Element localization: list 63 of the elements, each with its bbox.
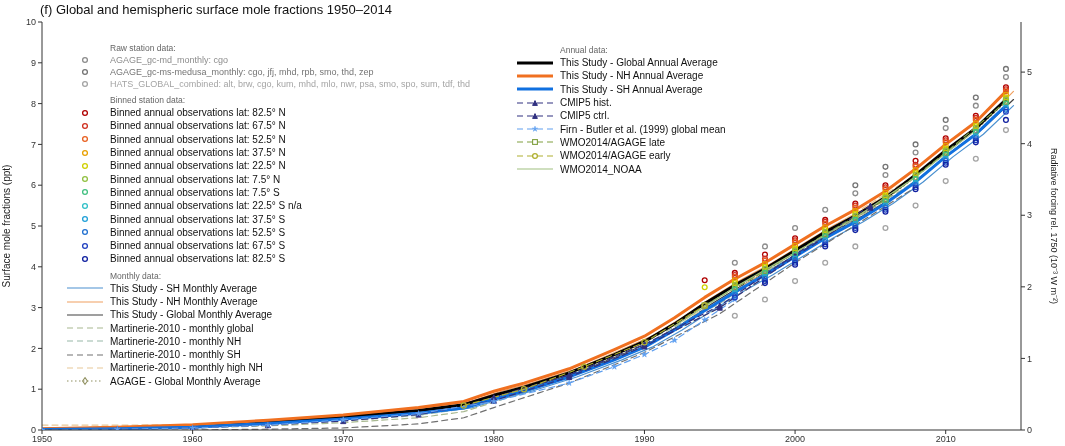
annotation: Binned station data: <box>110 94 187 106</box>
x-tick-label: 1980 <box>483 434 504 445</box>
legend-label: This Study - Global Annual Average <box>560 57 718 69</box>
legend-label: Binned annual observations lat: 52.5° N <box>110 133 286 145</box>
y2-tick-label: 5 <box>1027 67 1033 78</box>
legend-label: WMO2014_NOAA <box>560 163 642 175</box>
legend-label: Binned annual observations lat: 22.5° N <box>110 160 286 172</box>
y-tick-label: 8 <box>30 98 36 109</box>
y-tick-label: 0 <box>30 425 36 436</box>
y2-tick-label: 3 <box>1027 210 1033 221</box>
legend-label: Binned annual observations lat: 7.5° S <box>110 186 280 198</box>
y-tick-label: 10 <box>25 17 36 28</box>
x-tick-label: 2000 <box>785 434 806 445</box>
annotation: Monthly data: <box>110 269 163 282</box>
legend-label: Binned annual observations lat: 37.5° S <box>110 213 286 225</box>
y2-tick-label: 2 <box>1027 282 1033 293</box>
legend-label: This Study - SH Monthly Average <box>110 282 258 294</box>
x-tick-label: 1950 <box>31 434 53 445</box>
y-tick-label: 9 <box>30 58 36 68</box>
text: HATS_GLOBAL_combined: alt, brw, cgo, kum, mhd, mlo, nwr, psa, smo, spo, sum, tdf, thd <box>110 79 470 89</box>
x-tick-label: 2010 <box>935 434 956 445</box>
legend-label: Martinerie-2010 - monthly SH <box>110 349 241 361</box>
legend-label: This Study - NH Monthly Average <box>110 296 258 307</box>
legend-label: This Study - Global Monthly Average <box>110 309 273 321</box>
y-tick-label: 1 <box>30 384 36 395</box>
y2-axis-title: Radiative forcing rel. 1750 (10⁻³ W m⁻²) <box>1049 147 1059 305</box>
y-axis-title: Surface mole fractions (ppt) <box>0 164 12 288</box>
legend-label: AGAGE - Global Monthly Average <box>110 375 261 387</box>
legend-label: Martinerie-2010 - monthly NH <box>110 335 242 347</box>
legend-label: CMIP5 ctrl. <box>560 110 610 122</box>
legend-label: Firn - Butler et al. (1999) global mean <box>560 123 726 135</box>
legend-label: CMIP5 hist. <box>560 97 612 109</box>
legend-label: Binned annual observations lat: 37.5° N <box>110 147 286 159</box>
legend-label: This Study - SH Annual Average <box>560 83 703 95</box>
legend-label: Martinerie-2010 - monthly high NH <box>110 362 263 374</box>
y-tick-label: 6 <box>30 180 36 191</box>
y2-tick-label: 4 <box>1027 138 1033 149</box>
x-tick-label: 1960 <box>182 434 203 445</box>
legend-label: Binned annual observations lat: 67.5° S <box>110 240 286 252</box>
legend-label: This Study - NH Annual Average <box>560 70 704 82</box>
y-tick-label: 3 <box>30 302 36 313</box>
text: AGAGE_gc-ms-medusa_monthly: cgo, jfj, mhd, rpb, smo, thd, zep <box>110 67 374 77</box>
legend-label: Binned annual observations lat: 82.5° N <box>110 107 286 119</box>
x-tick-label: 1970 <box>333 434 354 445</box>
legend-label: Martinerie-2010 - monthly global <box>110 322 254 334</box>
y-tick-label: 2 <box>30 343 36 354</box>
annotation: Annual data: <box>560 44 609 56</box>
y-tick-label: 4 <box>30 261 36 272</box>
y2-tick-label: 1 <box>1027 353 1033 364</box>
chart-title: (f) Global and hemispheric surface mole fractions 1950–2014 <box>40 2 392 17</box>
legend-label: Binned annual observations lat: 82.5° S <box>110 253 286 265</box>
legend-label: Binned annual observations lat: 52.5° S <box>110 226 286 238</box>
y-tick-label: 7 <box>30 139 36 150</box>
y2-tick-label: 0 <box>1027 425 1033 436</box>
annotation: Raw station data: <box>110 42 177 54</box>
x-tick-label: 1990 <box>634 434 655 445</box>
legend-label: WMO2014/AGAGE early <box>560 150 671 162</box>
legend-label: Binned annual observations lat: 22.5° S n/a <box>110 200 302 212</box>
y-tick-label: 5 <box>30 221 36 232</box>
legend-label: WMO2014/AGAGE late <box>560 136 666 148</box>
legend-label: Binned annual observations lat: 7.5° N <box>110 173 281 185</box>
legend-label: Binned annual observations lat: 67.5° N <box>110 120 286 132</box>
text: AGAGE_gc-md_monthly: cgo <box>110 55 229 65</box>
